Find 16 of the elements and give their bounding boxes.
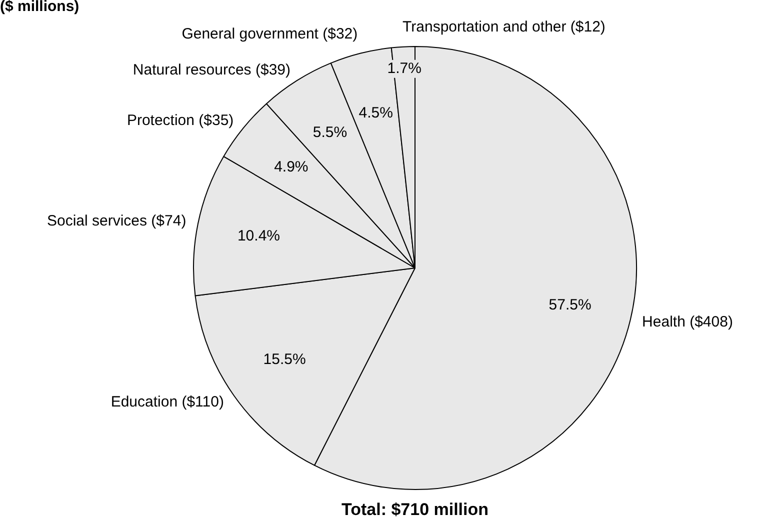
text: Total: $710 million bbox=[340, 500, 490, 520]
slice-label: Protection ($35) bbox=[126, 112, 234, 130]
slice-label: Social services ($74) bbox=[46, 212, 186, 230]
data-label: 5.5% bbox=[312, 124, 348, 142]
data-label: 10.4% bbox=[237, 227, 280, 244]
data-label: 15.5% bbox=[263, 350, 306, 368]
slice-label: General government ($32) bbox=[182, 25, 358, 42]
data-label: 1.7% bbox=[387, 60, 422, 78]
data-label: 57.5% bbox=[548, 296, 592, 314]
slice-label: Natural resources ($39) bbox=[132, 62, 291, 79]
chart-title: ($ millions) bbox=[0, 0, 80, 15]
slice-label: Health ($408) bbox=[642, 314, 733, 331]
slice-label: Education ($110) bbox=[110, 393, 224, 410]
data-label: 4.5% bbox=[358, 104, 393, 122]
slice-label: Transportation and other ($12) bbox=[402, 18, 606, 36]
data-label: 4.9% bbox=[274, 158, 308, 176]
